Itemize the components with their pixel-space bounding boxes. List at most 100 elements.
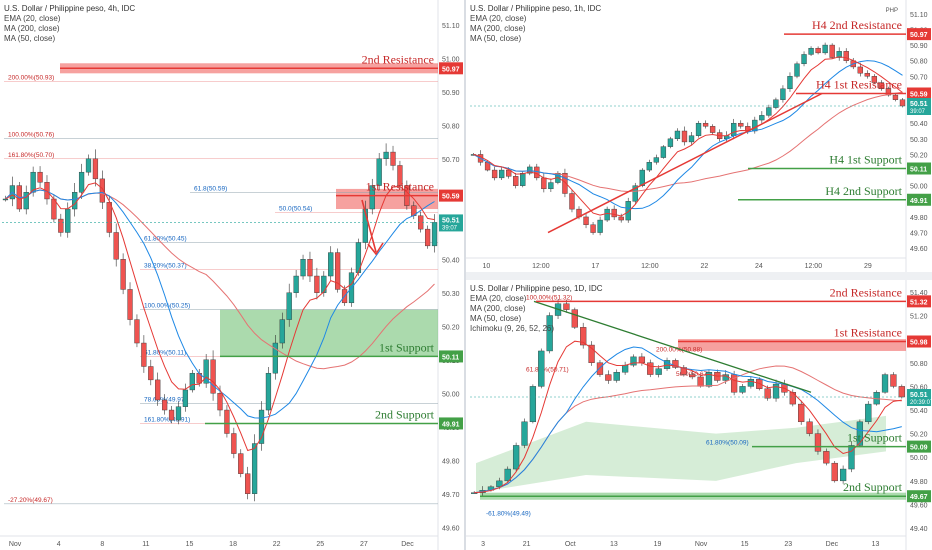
- x-tick-label: 18: [229, 541, 237, 548]
- y-tick-label: 51.20: [910, 314, 928, 321]
- price-tag-text-s1: 50.09: [910, 445, 928, 452]
- fib-label: 100.00%(50.76): [8, 132, 54, 139]
- candle-body: [808, 47, 814, 55]
- candle-body: [756, 379, 763, 389]
- fib-label: 100.00%(51.32): [526, 294, 572, 301]
- candle-body: [899, 99, 906, 107]
- chart-4h-svg[interactable]: 51.1051.0050.9050.8050.7050.6050.5050.40…: [0, 0, 464, 550]
- chart-1d-svg[interactable]: 51.4051.2051.0050.8050.6050.4050.2050.00…: [466, 280, 932, 550]
- candle-body: [563, 303, 570, 310]
- candle-body: [265, 372, 272, 411]
- candle-body: [383, 151, 389, 159]
- candle-body: [148, 366, 154, 381]
- price-tag-text-r1: 50.59: [910, 92, 928, 99]
- chart-1h-ind-ema: EMA (20, close): [470, 14, 527, 23]
- y-tick-label: 49.60: [442, 525, 460, 532]
- ema20-line: [473, 56, 903, 217]
- x-tick-label: 11: [142, 541, 149, 548]
- candle-body: [258, 409, 265, 444]
- candle-body: [759, 115, 765, 121]
- y-tick-label: 50.20: [442, 324, 460, 331]
- x-tick-label: 10: [482, 263, 490, 270]
- candle-body: [78, 171, 85, 193]
- candle-body: [890, 374, 897, 387]
- candle-body: [99, 178, 105, 203]
- level-label-s1: 1st Support: [379, 340, 435, 354]
- candle-body: [630, 356, 637, 366]
- level-label-r1: 1st Resistance: [366, 180, 434, 194]
- y-tick-label: 50.40: [910, 408, 928, 415]
- candle-body: [618, 216, 624, 221]
- level-label-s2: H4 2nd Support: [825, 184, 902, 198]
- ema20-line: [474, 340, 902, 494]
- x-tick-label: 15: [741, 541, 749, 548]
- candle-body: [520, 172, 526, 186]
- candle-body: [496, 480, 503, 487]
- candle-body: [632, 185, 638, 202]
- candle-body: [689, 374, 696, 378]
- y-tick-label: 50.80: [442, 123, 460, 130]
- x-tick-label: 12:00: [641, 263, 659, 270]
- level-label-s1: 1st Support: [847, 431, 903, 445]
- price-tag-text-s1: 50.11: [442, 354, 459, 361]
- chart-4h-ind-ema: EMA (20, close): [4, 14, 61, 23]
- y-tick-label: 49.80: [910, 479, 928, 486]
- fib-label: 61.80%(50.71): [526, 366, 569, 373]
- candle-body: [680, 367, 687, 375]
- x-tick-label: 4: [57, 541, 61, 548]
- candle-body: [865, 403, 872, 423]
- current-price-text: 50.51: [442, 217, 460, 224]
- price-tag-text-s2: 49.91: [442, 421, 460, 428]
- candle-body: [794, 63, 800, 77]
- chart-1d-panel[interactable]: 51.4051.2051.0050.8050.6050.4050.2050.00…: [466, 280, 932, 550]
- x-tick-label: 3: [481, 541, 485, 548]
- current-price-time: 20:39:07: [910, 400, 932, 406]
- y-tick-label: 50.30: [442, 291, 460, 298]
- candle-body: [30, 171, 36, 193]
- candle-body: [397, 165, 403, 186]
- panel-divider-vertical[interactable]: [464, 0, 466, 550]
- candle-body: [815, 47, 821, 54]
- chart-1h-ind-ma200: MA (200, close): [470, 24, 526, 33]
- chart-4h-panel[interactable]: 51.1051.0050.9050.8050.7050.6050.5050.40…: [0, 0, 464, 550]
- candle-body: [279, 319, 285, 344]
- candle-body: [814, 433, 822, 452]
- fib-label: 61.8(50.59): [194, 185, 227, 192]
- candle-body: [571, 309, 578, 328]
- fib-label: 161.80%(49.91): [144, 416, 190, 423]
- candle-body: [541, 177, 547, 190]
- candle-body: [605, 374, 612, 381]
- y-tick-label: 50.00: [910, 455, 928, 462]
- price-tag-s1: [439, 350, 463, 363]
- candle-body: [217, 393, 223, 411]
- candle-body: [162, 399, 168, 411]
- candle-body: [857, 66, 863, 74]
- candle-body: [521, 421, 528, 446]
- candle-body: [695, 122, 702, 136]
- candle-body: [621, 364, 629, 373]
- candle-body: [376, 158, 382, 186]
- chart-1h-svg[interactable]: 51.1051.0050.9050.8050.7050.6050.5050.40…: [466, 0, 932, 272]
- price-tag-text-r2: 51.32: [910, 299, 928, 306]
- y-tick-label: 49.80: [910, 215, 928, 222]
- candle-body: [527, 166, 533, 174]
- candle-body: [674, 130, 681, 140]
- x-tick-label: 21: [523, 541, 531, 548]
- candle-body: [134, 319, 140, 344]
- price-tag-s2: [907, 490, 931, 503]
- x-tick-label: 8: [100, 541, 104, 548]
- price-tag-s2: [907, 193, 931, 206]
- price-tag-r1: [907, 335, 931, 348]
- chart-1d-ind-ma200: MA (200, close): [470, 304, 526, 313]
- candle-body: [702, 122, 709, 127]
- y-tick-label: 49.80: [442, 458, 460, 465]
- level-label-s1: H4 1st Support: [829, 153, 902, 167]
- chart-1h-panel[interactable]: 51.1051.0050.9050.8050.7050.6050.5050.40…: [466, 0, 932, 272]
- candle-body: [667, 138, 674, 147]
- trendline-support: [547, 92, 823, 234]
- candle-body: [424, 228, 431, 247]
- panel-divider-horizontal[interactable]: [466, 272, 932, 280]
- candle-body: [871, 76, 878, 83]
- candle-body: [638, 356, 646, 363]
- candle-body: [113, 232, 119, 260]
